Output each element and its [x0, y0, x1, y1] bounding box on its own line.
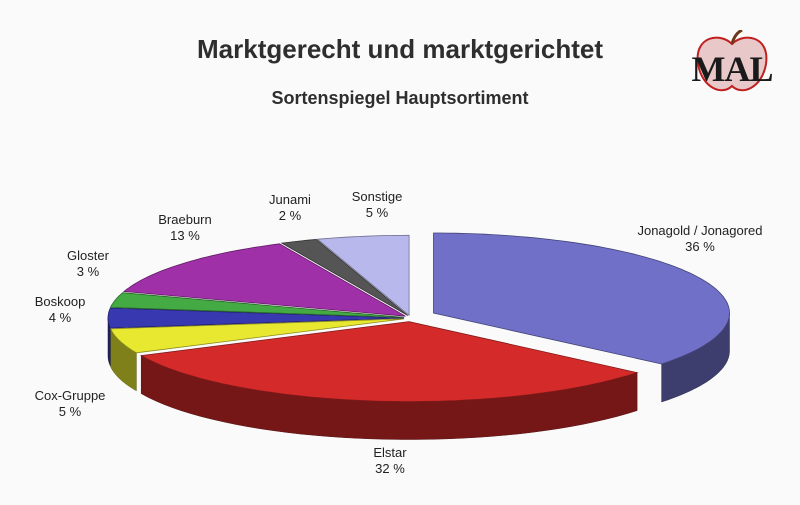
slice-label-cox: Cox-Gruppe 5 %	[20, 388, 120, 420]
pie-slice-braeburn	[122, 243, 406, 317]
pie-slice-cox-gruppe	[109, 318, 405, 354]
slice-label-boskoop: Boskoop 4 %	[20, 294, 100, 326]
slice-value-gloster: 3 %	[76, 264, 100, 279]
slice-label-elstar: Elstar 32 %	[340, 445, 440, 477]
slice-value-junami: 2 %	[278, 208, 302, 223]
slice-name-jonagold: Jonagold / Jonagored	[637, 223, 763, 238]
slice-label-jonagold: Jonagold / Jonagored 36 %	[610, 223, 790, 255]
pie-slice-boskoop	[107, 307, 405, 329]
slice-value-cox: 5 %	[58, 404, 82, 419]
slice-value-sonstige: 5 %	[365, 205, 389, 220]
pie-slice-elstar	[139, 321, 639, 402]
slice-name-braeburn: Braeburn	[158, 212, 212, 227]
slice-name-cox: Cox-Gruppe	[34, 388, 106, 403]
apple-icon	[696, 28, 768, 92]
pie-slice-junami	[280, 238, 409, 316]
slice-value-jonagold: 36 %	[685, 239, 715, 254]
pie-slice-gloster	[109, 292, 405, 318]
chart-title: Marktgerecht und marktgerichtet	[197, 34, 603, 64]
slice-value-boskoop: 4 %	[48, 310, 72, 325]
pie-slice-sonstige	[316, 234, 410, 317]
mal-logo: MAL	[682, 28, 782, 110]
slice-label-braeburn: Braeburn 13 %	[135, 212, 235, 244]
slice-label-junami: Junami 2 %	[250, 192, 330, 224]
slice-value-elstar: 32 %	[375, 461, 405, 476]
slice-name-junami: Junami	[269, 192, 311, 207]
pie-slice-jonagold-jonagored	[433, 232, 730, 365]
slice-name-elstar: Elstar	[373, 445, 407, 460]
slice-value-braeburn: 13 %	[170, 228, 200, 243]
logo-text: MAL	[691, 49, 774, 89]
slice-name-gloster: Gloster	[67, 248, 109, 263]
chart-subtitle: Sortenspiegel Hauptsortiment	[271, 88, 529, 108]
slice-label-gloster: Gloster 3 %	[48, 248, 128, 280]
slice-label-sonstige: Sonstige 5 %	[332, 189, 422, 221]
slice-name-sonstige: Sonstige	[351, 189, 403, 204]
slice-name-boskoop: Boskoop	[34, 294, 86, 309]
